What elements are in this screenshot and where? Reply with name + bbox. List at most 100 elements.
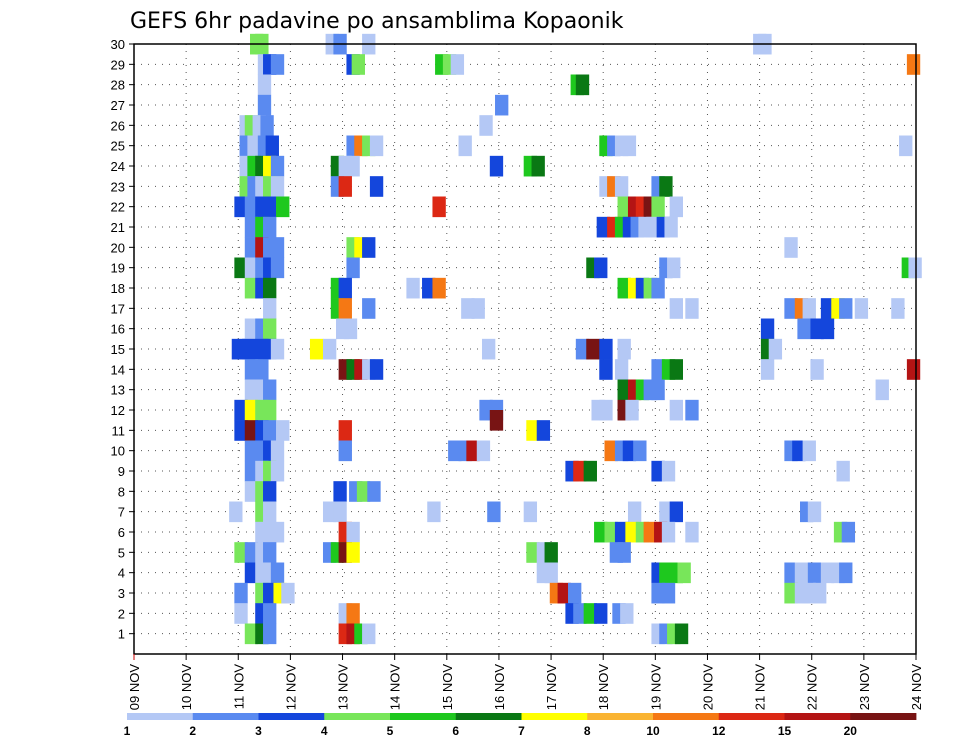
- heatmap-cell: [526, 542, 540, 563]
- heatmap-cell: [583, 603, 597, 624]
- heatmap-cell: [807, 562, 822, 584]
- x-tick-label: 10 NOV: [179, 664, 194, 711]
- heatmap-cell: [432, 277, 446, 299]
- heatmap-cell: [244, 481, 259, 502]
- heatmap-cell: [263, 399, 277, 421]
- heatmap-cell: [784, 298, 798, 319]
- heatmap-cell: [622, 440, 637, 462]
- y-tick-label: 3: [118, 586, 125, 601]
- heatmap-cell: [620, 603, 634, 624]
- heatmap-cell: [807, 501, 822, 523]
- heatmap-cell: [270, 54, 285, 75]
- y-tick-label: 18: [111, 281, 125, 296]
- y-tick-label: 9: [118, 464, 125, 479]
- heatmap-cell: [802, 298, 816, 319]
- y-tick-label: 5: [118, 545, 125, 560]
- x-tick-label: 20 NOV: [700, 664, 715, 711]
- y-tick-label: 27: [111, 98, 125, 113]
- y-tick-label: 23: [111, 179, 125, 194]
- heatmap-cell: [659, 562, 673, 584]
- color-legend: 1 2 3 4 5 6 7 8 10 12 15 20: [124, 713, 917, 738]
- heatmap-cell: [646, 216, 660, 238]
- heatmap-cell: [651, 359, 665, 380]
- heatmap-cell: [669, 359, 684, 380]
- heatmap-cell: [458, 135, 472, 157]
- heatmap-cell: [854, 298, 869, 319]
- x-tick-label: 12 NOV: [283, 664, 298, 711]
- heatmap-cell: [427, 501, 441, 523]
- y-axis-ticks: 1234567891011121314151617181920212223242…: [111, 37, 134, 642]
- heatmap-cell: [677, 562, 691, 584]
- heatmap-cell: [594, 521, 608, 543]
- heatmap-cell: [244, 318, 259, 340]
- heatmap-cell: [270, 460, 285, 482]
- heatmap-cell: [263, 298, 277, 319]
- heatmap-cell: [338, 298, 352, 319]
- heatmap-cell: [362, 623, 376, 645]
- heatmap-cell: [263, 216, 277, 238]
- heatmap-cell: [573, 603, 587, 624]
- heatmap-cell: [244, 542, 259, 563]
- legend-swatch: [521, 713, 588, 720]
- heatmap-cell: [369, 176, 384, 197]
- heatmap-cell: [234, 196, 248, 218]
- heatmap-cell: [263, 318, 277, 340]
- y-tick-label: 29: [111, 57, 125, 72]
- heatmap-cell: [674, 623, 689, 645]
- heatmap-cell: [651, 196, 665, 218]
- heatmap-cell: [784, 582, 798, 604]
- legend-swatch: [455, 713, 522, 720]
- heatmap-cell: [820, 318, 835, 340]
- y-tick-label: 28: [111, 78, 125, 93]
- heatmap-cell: [661, 460, 676, 482]
- x-tick-label: 19 NOV: [648, 664, 663, 711]
- heatmap-cell: [338, 420, 352, 441]
- heatmap-cell: [596, 216, 611, 238]
- y-tick-label: 30: [111, 37, 125, 52]
- heatmap-cell: [234, 603, 248, 624]
- heatmap-cell: [820, 562, 835, 584]
- y-tick-label: 24: [111, 159, 125, 174]
- heatmap-cell: [476, 440, 491, 462]
- y-tick-label: 10: [111, 444, 125, 459]
- legend-swatch: [127, 713, 194, 720]
- heatmap-cell: [802, 582, 816, 604]
- y-tick-label: 14: [111, 362, 125, 377]
- heatmap-cell: [338, 440, 352, 462]
- heatmap-cell: [784, 562, 798, 584]
- heatmap-cell: [531, 155, 545, 177]
- heatmap-cell: [244, 562, 259, 584]
- legend-label: 4: [321, 724, 328, 738]
- heatmap-cell: [813, 582, 827, 604]
- y-tick-label: 1: [118, 627, 125, 642]
- x-tick-label: 16 NOV: [492, 664, 507, 711]
- heatmap-cell: [487, 501, 501, 523]
- heatmap-cell: [362, 237, 376, 258]
- legend-label: 7: [518, 724, 525, 738]
- heatmap-cell: [784, 237, 798, 258]
- heatmap-cell: [536, 420, 551, 441]
- heatmap-cell: [244, 237, 259, 258]
- heatmap-cell: [270, 257, 285, 279]
- heatmap-cell: [244, 399, 259, 421]
- y-tick-label: 11: [112, 423, 126, 438]
- heatmap-cell: [244, 277, 259, 299]
- heatmap-cell: [263, 603, 277, 624]
- heatmap-cell: [263, 481, 277, 502]
- heatmap-cell: [244, 623, 259, 645]
- heatmap-cell: [367, 481, 381, 502]
- y-tick-label: 15: [111, 342, 125, 357]
- y-tick-label: 4: [118, 566, 125, 581]
- heatmap-cell: [810, 359, 824, 380]
- heatmap-cell: [617, 542, 631, 563]
- heatmap-cell: [263, 196, 277, 218]
- heatmap-cell: [270, 440, 285, 462]
- y-tick-label: 19: [111, 261, 125, 276]
- heatmap-cell: [489, 155, 504, 177]
- heatmap-cell: [234, 542, 248, 563]
- y-tick-label: 20: [111, 240, 125, 255]
- heatmap-cell: [594, 257, 608, 279]
- legend-label: 3: [255, 724, 262, 738]
- heatmap-cell: [281, 582, 295, 604]
- heatmap-cell: [270, 155, 285, 177]
